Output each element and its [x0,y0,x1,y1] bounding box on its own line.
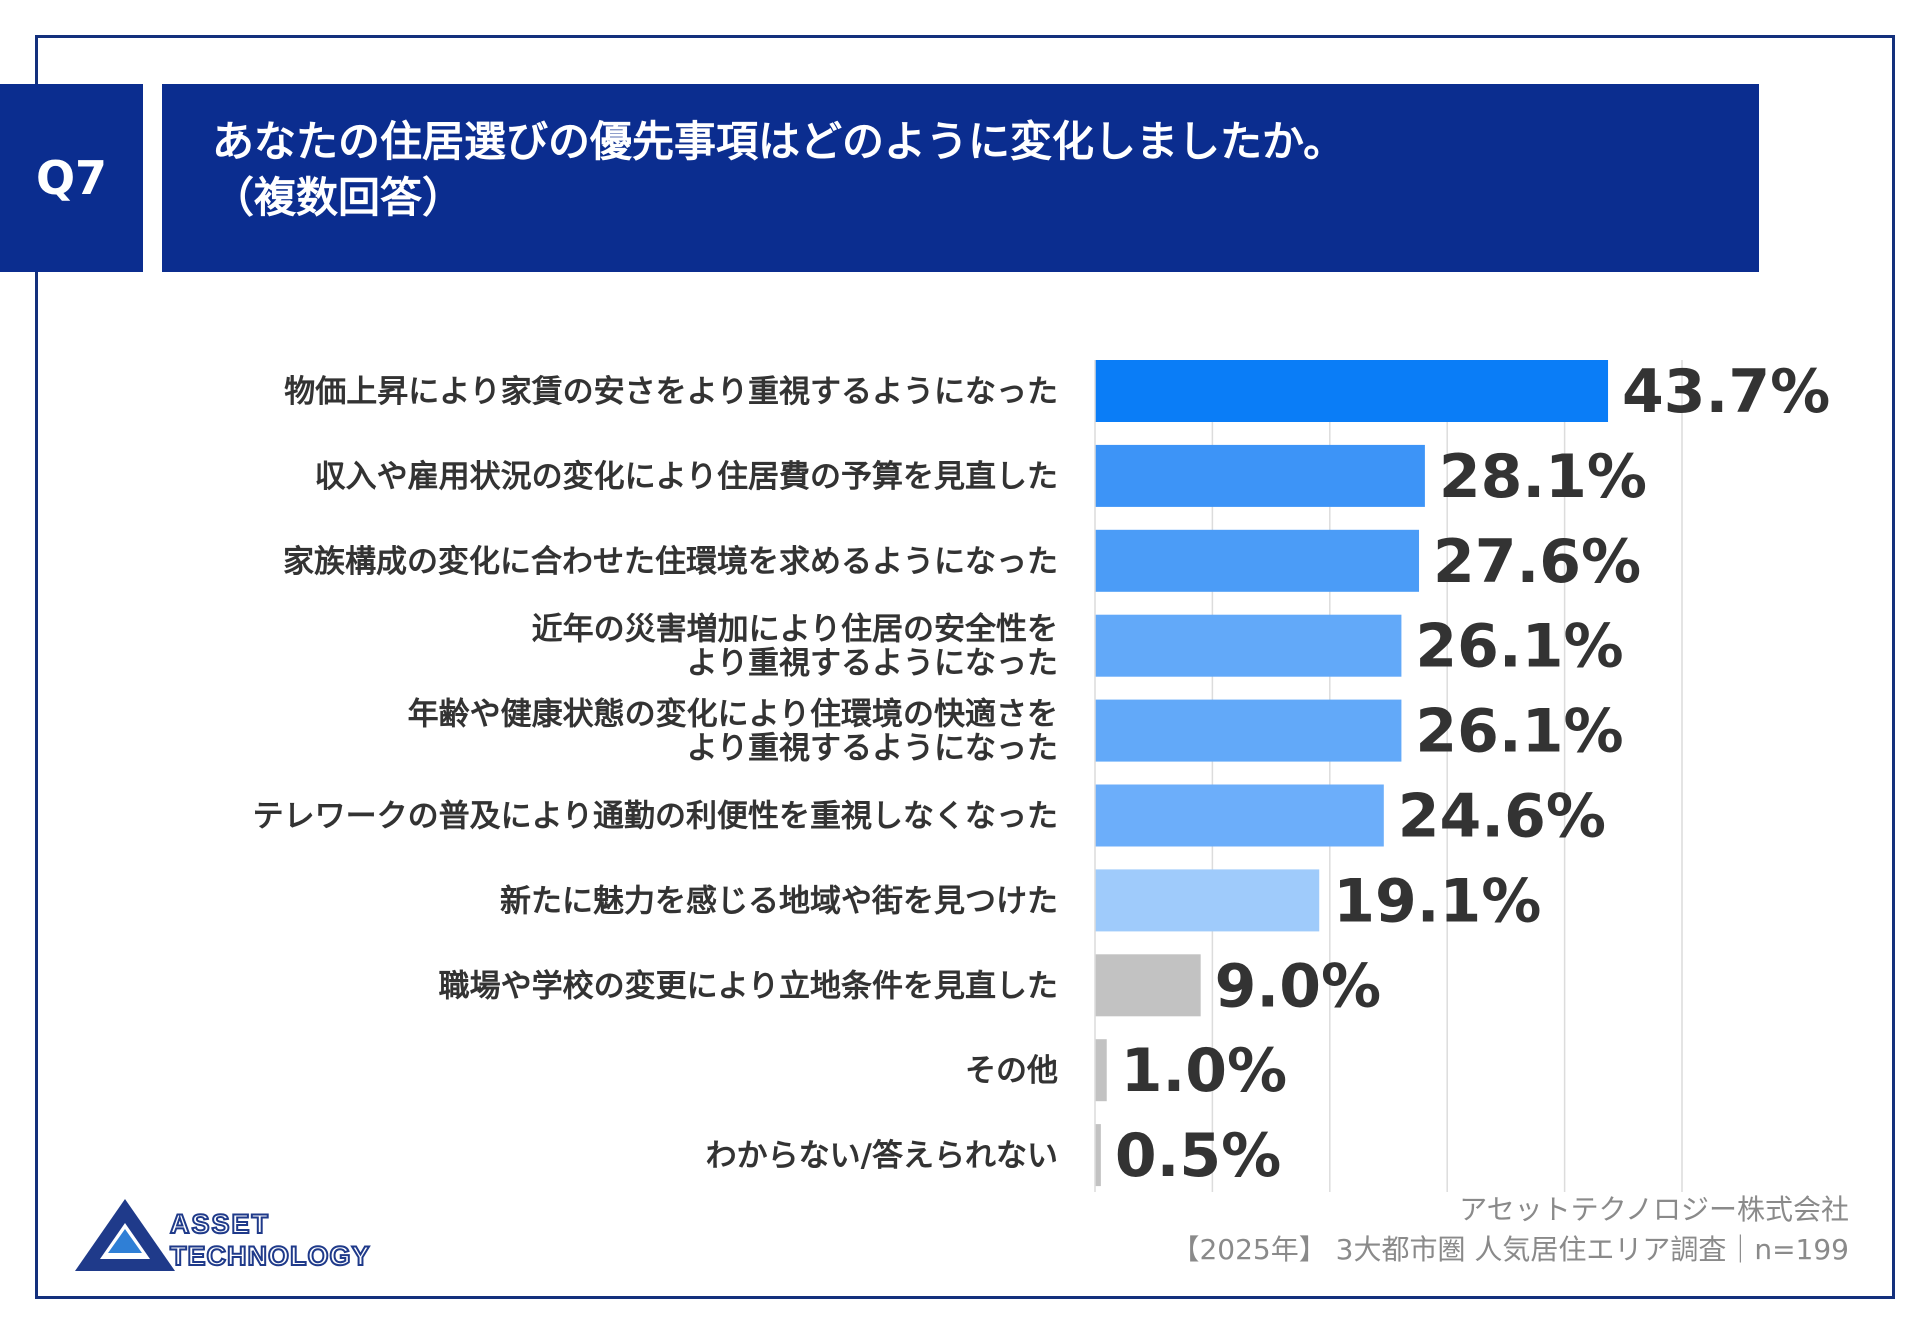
logo-text-technology: TECHNOLOGY [170,1241,371,1271]
bar [1095,1124,1101,1187]
category-label: わからない/答えられない [706,1138,1058,1174]
title-line-2: （複数回答） [212,173,465,222]
footer-survey: 【2025年】 3大都市圏 人気居住エリア調査｜n=199 [1171,1233,1849,1266]
question-badge: Q7 [0,84,143,272]
value-label: 1.0% [1121,1036,1287,1106]
category-label: 家族構成の変化に合わせた住環境を求めるようになった [283,544,1058,580]
category-label: 新たに魅力を感じる地域や街を見つけた [500,883,1058,919]
title-line-1: あなたの住居選びの優先事項はどのように変化しましたか。 [212,117,1346,166]
value-label: 26.1% [1415,612,1623,682]
category-label: より重視するようになった [687,646,1058,682]
chart-frame [35,35,1895,1299]
bar [1095,360,1609,422]
bar [1095,869,1320,932]
value-label: 28.1% [1439,442,1647,512]
category-label: 職場や学校の変更により立地条件を見直した [439,968,1058,1004]
bar [1095,529,1420,592]
value-label: 0.5% [1115,1121,1281,1191]
chart-title: あなたの住居選びの優先事項はどのように変化しましたか。 （複数回答） [162,84,1759,272]
bar [1095,954,1201,1017]
category-label: 収入や雇用状況の変化により住居費の予算を見直した [315,459,1058,495]
bar [1095,614,1402,677]
bar [1095,699,1402,762]
value-label: 27.6% [1433,527,1641,597]
bar [1095,444,1425,507]
value-label: 43.7% [1622,357,1830,427]
value-label: 19.1% [1333,866,1541,936]
value-label: 24.6% [1398,782,1606,852]
logo-text-asset: ASSET [170,1209,270,1239]
category-label: 物価上昇により家賃の安さをより重視するようになった [284,374,1058,410]
footer-company: アセットテクノロジー株式会社 [1459,1193,1849,1226]
value-label: 26.1% [1415,697,1623,767]
category-label: より重視するようになった [687,731,1058,767]
bar [1095,1039,1107,1102]
category-label: 年齢や健康状態の変化により住環境の快適さを [408,697,1058,733]
value-label: 9.0% [1215,951,1381,1021]
bar [1095,784,1384,847]
asset-technology-logo: ASSET TECHNOLOGY [75,1199,371,1272]
category-label: テレワークの普及により通勤の利便性を重視しなくなった [253,799,1058,835]
category-label: その他 [965,1053,1058,1089]
footer-source: アセットテクノロジー株式会社 【2025年】 3大都市圏 人気居住エリア調査｜n… [1171,1190,1849,1270]
category-label: 近年の災害増加により住居の安全性を [532,612,1058,648]
